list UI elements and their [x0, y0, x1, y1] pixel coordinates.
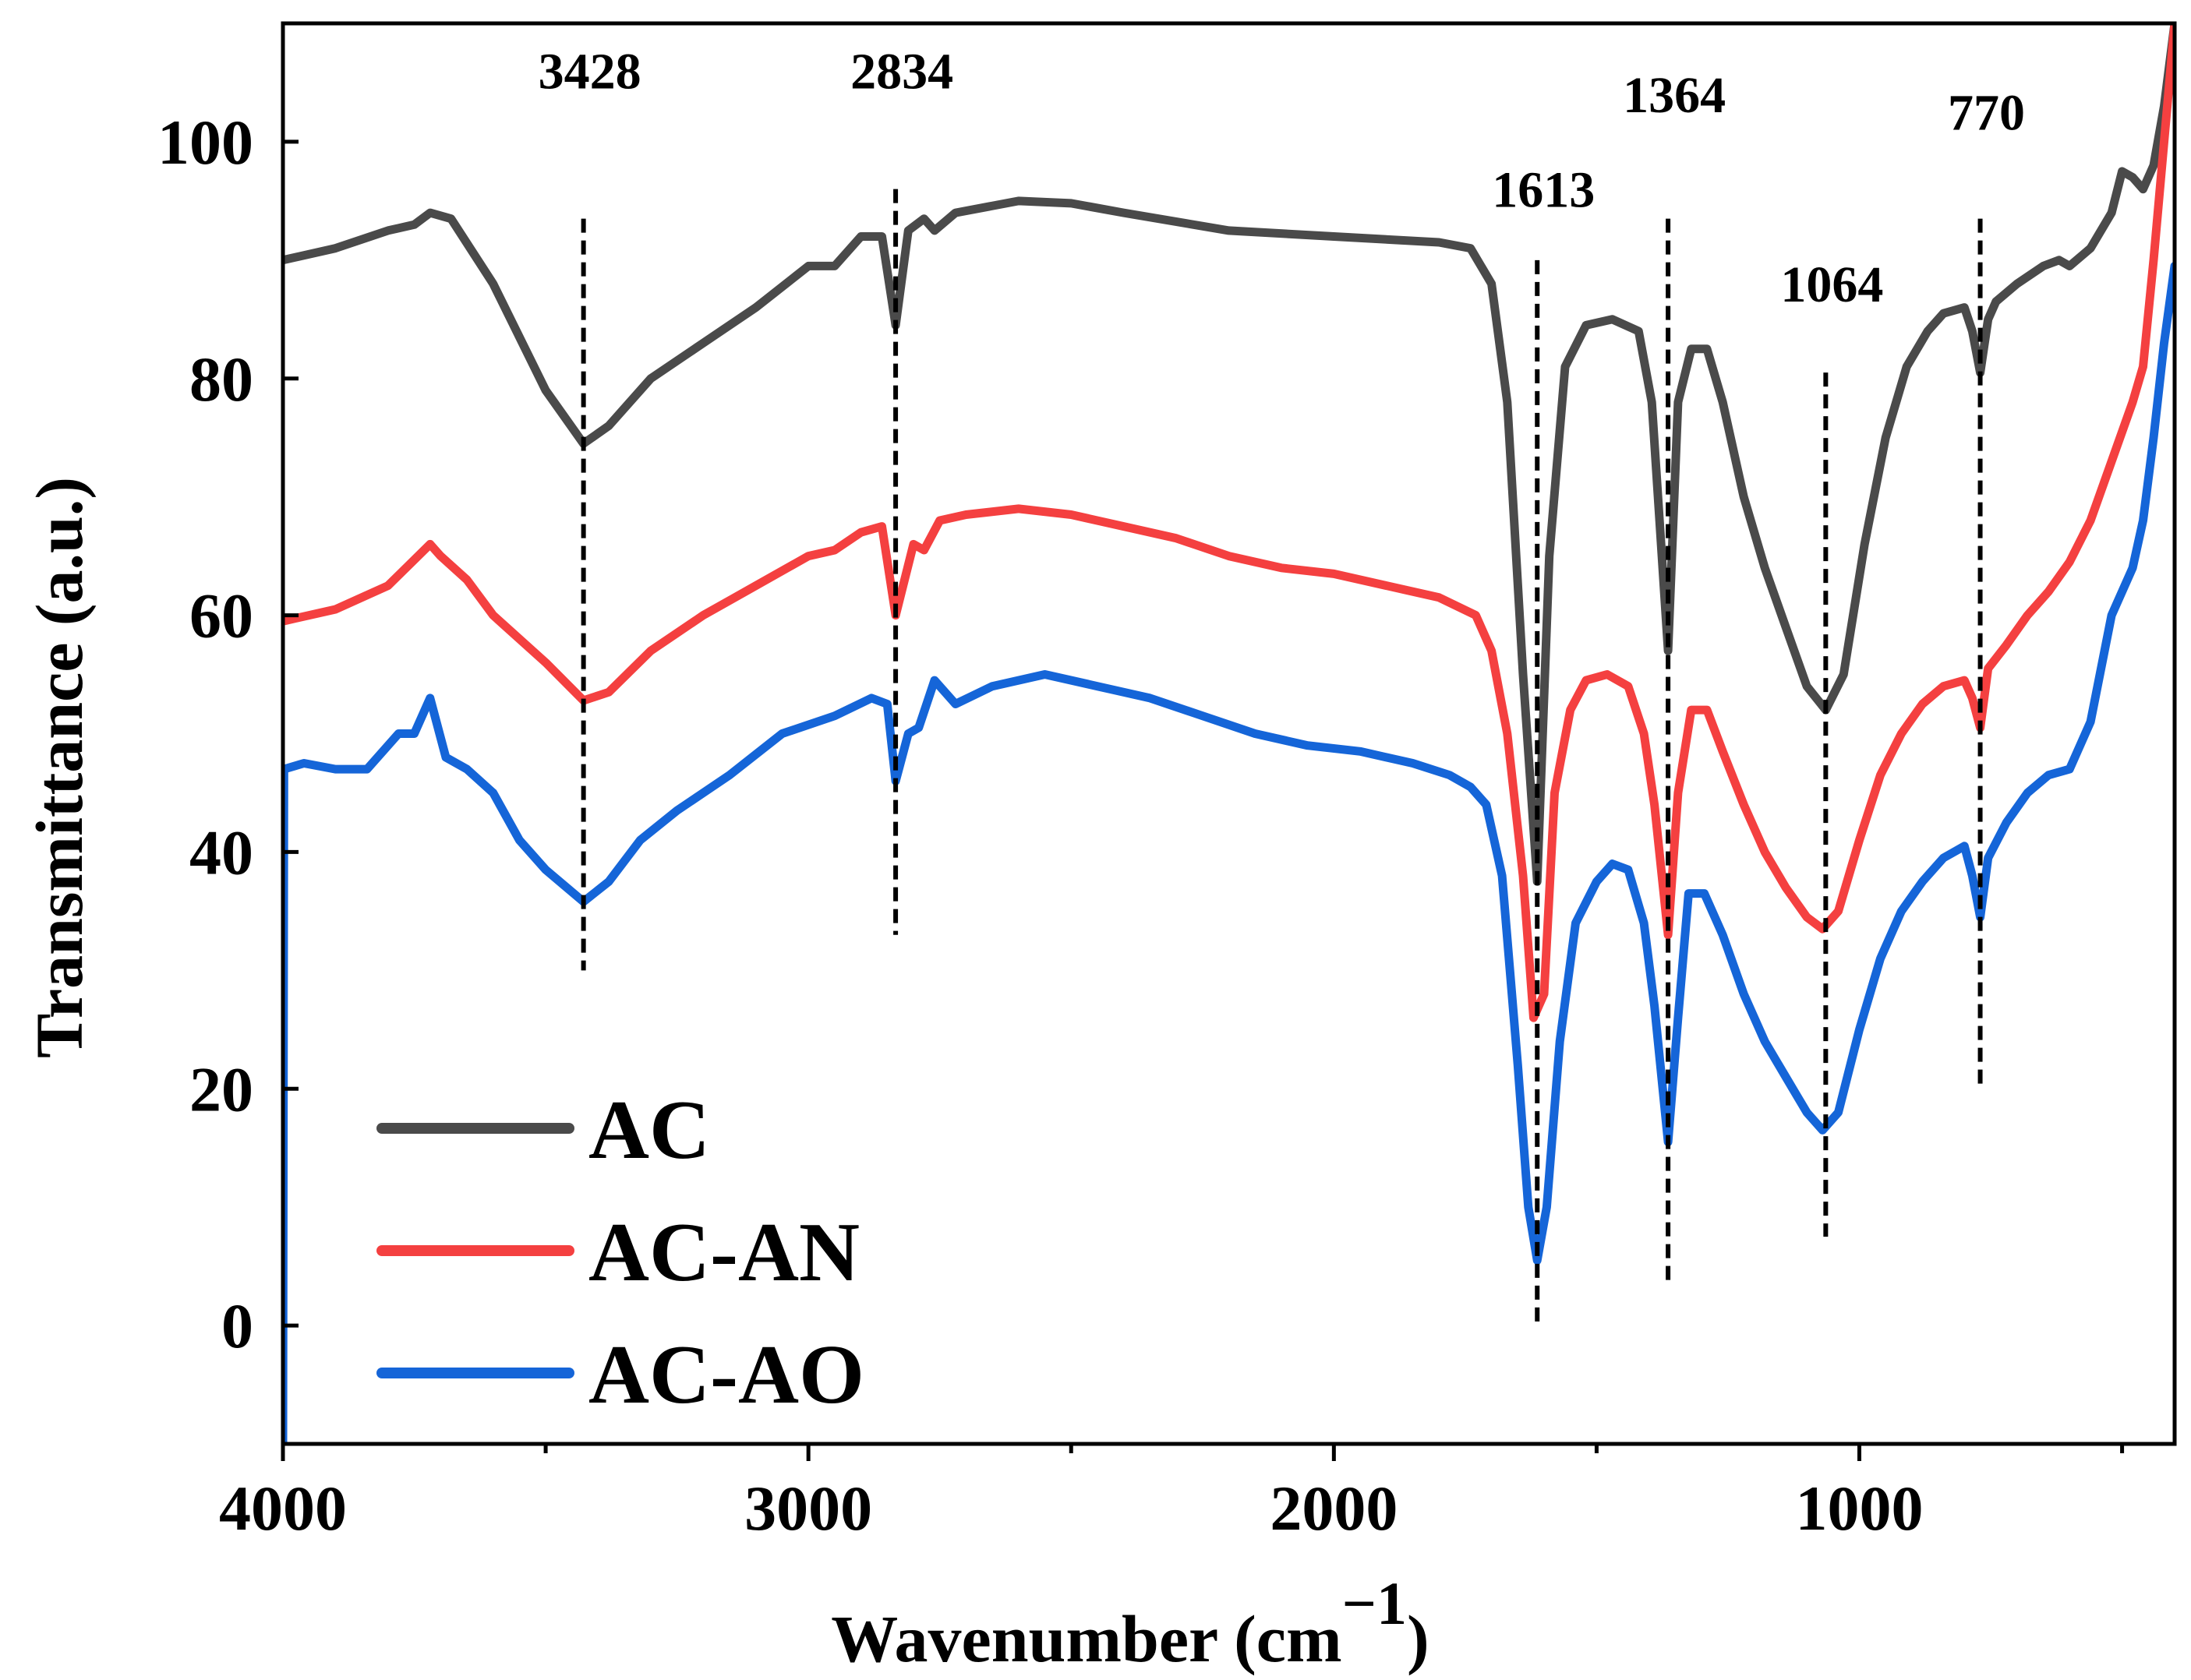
axes-frame: 3428 2834 1613 1364 1064 770 0 20 40 60 80 100 4000 3… — [157, 21, 2177, 1544]
series-line-ac-ao — [283, 261, 2175, 1444]
x-tick-label: 3000 — [744, 1473, 872, 1544]
x-axis-title-main: Wavenumber (cm — [831, 1601, 1341, 1676]
x-axis-title-superscript: −1 — [1342, 1569, 1407, 1637]
x-tick-label: 2000 — [1270, 1473, 1398, 1544]
plot-area — [283, 23, 2175, 1444]
y-tick-label: 0 — [221, 1290, 253, 1361]
peak-label-3428: 3428 — [539, 44, 641, 101]
legend-label-ac-ao: AC-AO — [588, 1329, 864, 1421]
legend: AC AC-AN AC-AO — [376, 1084, 864, 1421]
series-line-ac — [283, 23, 2175, 886]
plot-border — [281, 21, 2177, 1446]
peak-label-2834: 2834 — [850, 44, 953, 101]
legend-label-ac-an: AC-AN — [588, 1206, 860, 1299]
y-axis-title: Transmittance (a.u.) — [22, 477, 97, 1058]
x-tick-label: 4000 — [219, 1473, 347, 1544]
series-line-ac-an — [283, 23, 2175, 1022]
x-tick-label: 1000 — [1796, 1473, 1924, 1544]
peak-label-1064: 1064 — [1780, 256, 1883, 313]
y-tick-label: 80 — [189, 344, 253, 415]
y-tick-label: 20 — [189, 1054, 253, 1124]
peak-label-770: 770 — [1948, 85, 2025, 142]
y-tick-label: 60 — [189, 581, 253, 651]
peak-label-1613: 1613 — [1492, 161, 1595, 218]
x-axis-title-close: ) — [1407, 1601, 1429, 1676]
peak-label-1364: 1364 — [1623, 67, 1726, 124]
y-tick-label: 100 — [157, 107, 253, 178]
x-axis-title: Wavenumber (cm−1) — [831, 1569, 1429, 1676]
legend-label-ac: AC — [588, 1084, 710, 1177]
y-tick-label: 40 — [189, 817, 253, 888]
